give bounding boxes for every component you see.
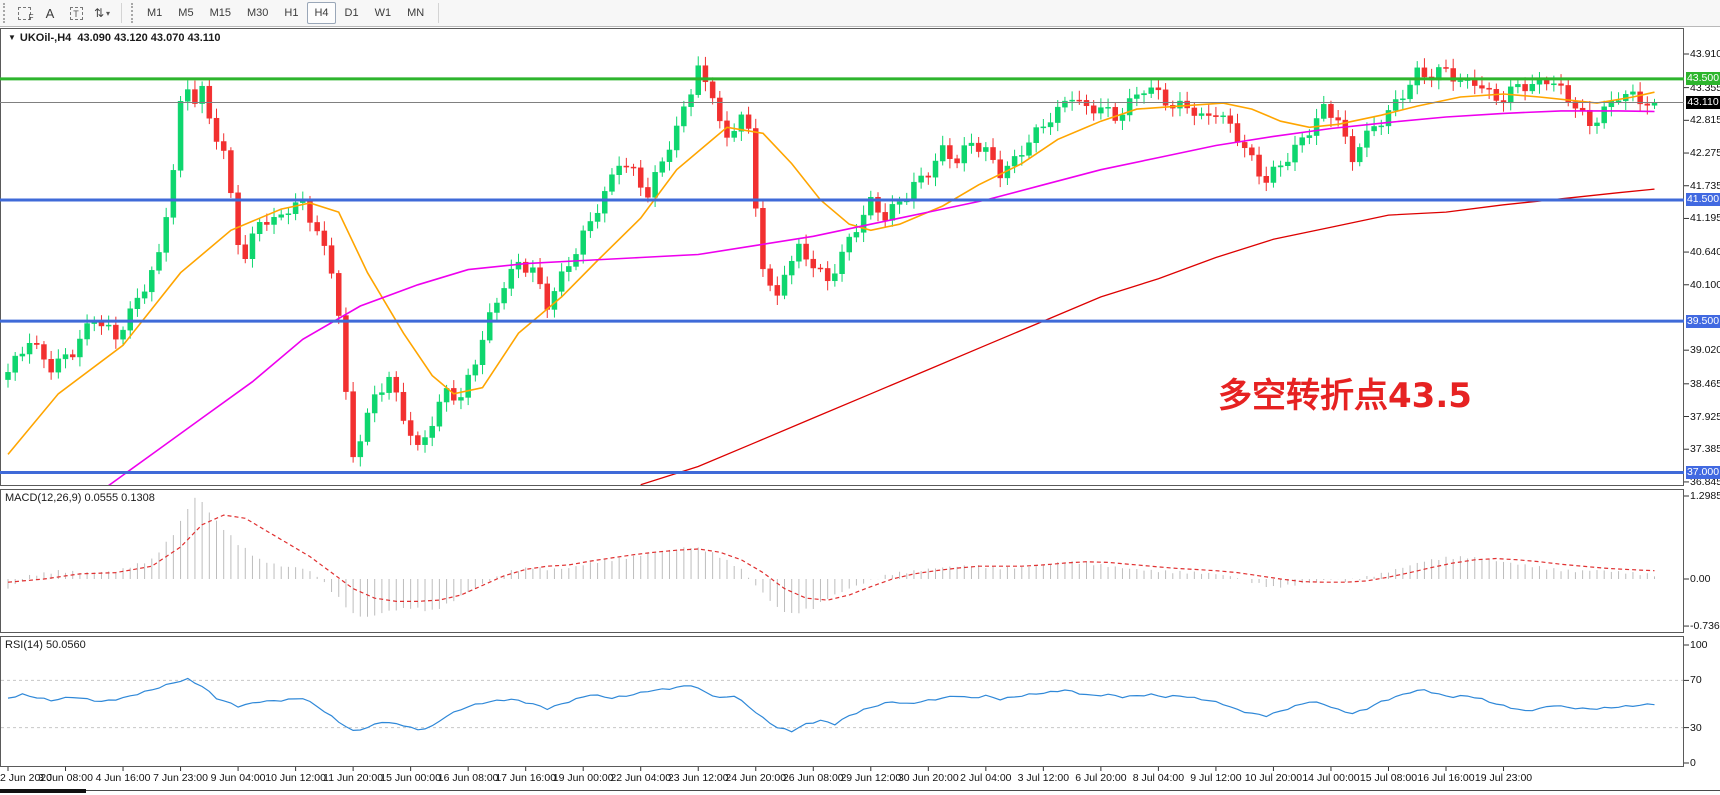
time-label-10: 19 Jun 00:00 <box>552 772 614 784</box>
symbol-name: UKOil-,H4 <box>19 32 72 44</box>
time-label-25: 16 Jul 16:00 <box>1417 772 1475 784</box>
ma-mid-magenta-line <box>108 110 1655 485</box>
horizontal-scrollbar-thumb[interactable] <box>0 789 86 793</box>
time-label-17: 2 Jul 04:00 <box>960 772 1012 784</box>
time-label-3: 7 Jun 23:00 <box>153 772 208 784</box>
price-tick-40.100: 40.100 <box>1690 278 1720 291</box>
text-box-icon: T <box>69 6 83 20</box>
price-badge-41.500: 41.500 <box>1686 193 1720 207</box>
rsi-tick-0: 0 <box>1690 757 1696 769</box>
timeframe-button-MN[interactable]: MN <box>407 7 425 19</box>
text-box-icon[interactable]: T <box>64 2 88 24</box>
macd-tick--0.7362: -0.7362 <box>1690 620 1720 633</box>
time-label-0: 2 Jun 2020 <box>0 772 52 784</box>
macd-tick-1.2985: 1.2985 <box>1690 489 1720 502</box>
rsi-tick-30: 30 <box>1690 721 1702 734</box>
fibo-tool-icon[interactable]: F <box>12 2 36 24</box>
macd-series[interactable] <box>7 497 1656 617</box>
macd-indicator-label: MACD(12,26,9) 0.0555 0.1308 <box>5 492 155 504</box>
time-label-24: 15 Jul 08:00 <box>1359 772 1418 784</box>
price-badge-43.500: 43.500 <box>1686 72 1720 86</box>
toolbar-separator <box>121 3 122 23</box>
candles-series[interactable] <box>5 56 1658 467</box>
rsi-series[interactable] <box>1 677 1683 733</box>
timeframe-button-H4[interactable]: H4 <box>307 2 336 24</box>
rsi-tick-100: 100 <box>1690 639 1708 651</box>
timeframe-button-M30[interactable]: M30 <box>246 7 269 19</box>
time-label-2: 4 Jun 16:00 <box>95 772 151 784</box>
cursor-arrows-icon: ⇅ <box>93 6 105 20</box>
time-label-6: 11 Jun 20:00 <box>323 772 384 784</box>
time-label-12: 23 Jun 12:00 <box>667 772 729 784</box>
price-badge-43.110: 43.110 <box>1686 95 1720 109</box>
time-label-19: 6 Jul 20:00 <box>1075 772 1127 784</box>
ma-slow-red-line <box>640 188 1655 485</box>
time-label-22: 10 Jul 20:00 <box>1244 772 1303 784</box>
time-label-13: 24 Jun 20:00 <box>725 772 787 784</box>
time-label-18: 3 Jul 12:00 <box>1017 772 1070 784</box>
price-tick-39.020: 39.020 <box>1690 344 1720 357</box>
time-label-8: 16 Jun 08:00 <box>437 772 499 784</box>
panel-frame-2 <box>0 636 1684 767</box>
timeframe-button-M5[interactable]: M5 <box>178 7 194 19</box>
time-label-9: 17 Jun 16:00 <box>495 772 557 784</box>
macd-tick-0.00: 0.00 <box>1690 573 1711 585</box>
symbol-ohlc: 43.090 43.120 43.070 43.110 <box>77 32 221 44</box>
fibo-tool-icon: F <box>17 6 34 22</box>
timeframe-button-D1[interactable]: D1 <box>344 7 359 19</box>
time-label-21: 9 Jul 12:00 <box>1190 772 1242 784</box>
rsi-tick-70: 70 <box>1690 674 1702 687</box>
time-label-16: 30 Jun 20:00 <box>897 772 959 784</box>
time-label-11: 22 Jun 04:00 <box>610 772 672 784</box>
price-tick-37.925: 37.925 <box>1690 410 1720 423</box>
timeframe-button-H1[interactable]: H1 <box>284 7 299 19</box>
cursor-arrows-icon[interactable]: ⇅ ▾ <box>90 2 114 24</box>
time-label-5: 10 Jun 12:00 <box>265 772 326 784</box>
toolbar: F A T ⇅ ▾ M1 M5 M15 M30 H1 H4 D1 W1 MN <box>0 0 1720 27</box>
toolbar-grip[interactable] <box>3 3 8 23</box>
panel-frame-1 <box>0 489 1684 633</box>
price-tick-43.910: 43.910 <box>1690 48 1720 60</box>
timeframe-button-M1[interactable]: M1 <box>147 7 163 19</box>
price-tick-42.815: 42.815 <box>1690 114 1720 127</box>
drawing-tools-group: F A T ⇅ ▾ <box>11 2 115 24</box>
symbol-dropdown-icon[interactable]: ▼ <box>8 33 16 42</box>
horizontal-scrollbar-track[interactable] <box>0 790 1720 791</box>
time-label-20: 8 Jul 04:00 <box>1132 772 1185 784</box>
ma-fast-orange-line <box>7 91 1655 455</box>
time-label-14: 26 Jun 08:00 <box>782 772 844 784</box>
toolbar-separator-2 <box>438 3 440 23</box>
time-label-4: 9 Jun 04:00 <box>210 772 266 784</box>
price-tick-38.465: 38.465 <box>1690 377 1720 390</box>
time-label-1: 3 Jun 08:00 <box>38 772 93 784</box>
timeframe-buttons-group: M1 M5 M15 M30 H1 H4 D1 W1 MN <box>139 2 432 24</box>
price-tick-42.275: 42.275 <box>1690 147 1720 160</box>
price-tick-37.385: 37.385 <box>1690 443 1720 456</box>
time-label-15: 29 Jun 12:00 <box>840 772 902 784</box>
text-label-icon[interactable]: A <box>45 5 55 21</box>
timeframe-button-W1[interactable]: W1 <box>374 7 392 19</box>
price-badge-37.000: 37.000 <box>1686 466 1720 480</box>
price-badge-39.500: 39.500 <box>1686 314 1720 328</box>
price-tick-40.640: 40.640 <box>1690 246 1720 259</box>
price-tick-41.735: 41.735 <box>1690 179 1720 192</box>
rsi-indicator-label: RSI(14) 50.0560 <box>5 639 86 651</box>
time-label-26: 19 Jul 23:00 <box>1474 772 1533 784</box>
price-tick-41.195: 41.195 <box>1690 212 1720 225</box>
time-label-7: 15 Jun 00:00 <box>380 772 441 784</box>
toolbar-grip-2[interactable] <box>131 3 136 23</box>
time-label-23: 14 Jul 00:00 <box>1302 772 1360 784</box>
timeframe-button-M15[interactable]: M15 <box>209 7 231 19</box>
dropdown-arrow-icon: ▾ <box>106 8 111 18</box>
chart-symbol-title[interactable]: ▼ UKOil-,H4 43.090 43.120 43.070 43.110 <box>8 32 221 44</box>
chart-annotation-text[interactable]: 多空转折点43.5 <box>1218 376 1472 416</box>
